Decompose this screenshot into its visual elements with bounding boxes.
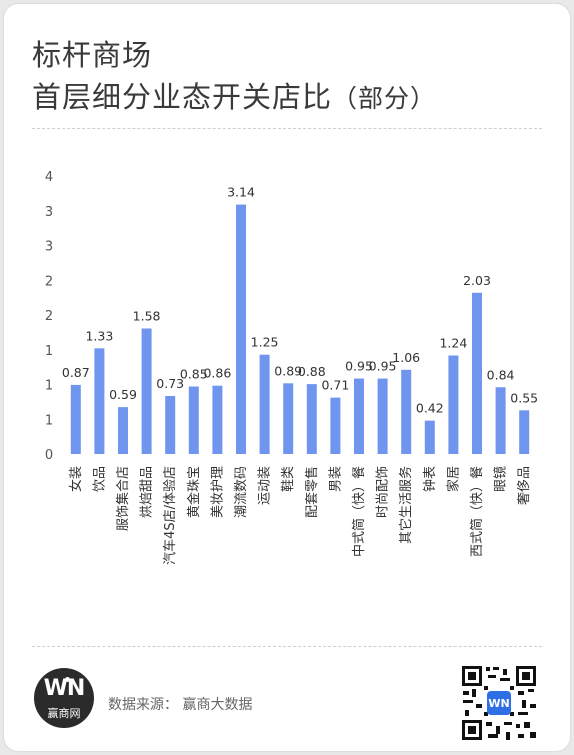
bar	[283, 383, 294, 454]
top-divider	[32, 128, 542, 129]
bar	[306, 384, 317, 454]
data-label: 0.86	[203, 366, 231, 381]
category-label: 运动装	[258, 466, 273, 505]
category-label: 时尚配饰	[376, 466, 391, 518]
data-label: 0.71	[321, 378, 349, 393]
category-label: 奢侈品	[517, 466, 532, 505]
category-label: 美妆护理	[210, 466, 225, 518]
bar	[354, 378, 364, 454]
data-label: 0.89	[274, 363, 302, 378]
title-suffix: （部分）	[332, 84, 437, 113]
data-label: 0.95	[369, 359, 397, 374]
category-label: 黄金珠宝	[186, 466, 202, 518]
category-label: 钟表	[422, 466, 438, 492]
bar	[236, 204, 246, 454]
title-line-2: 首层细分业态开关店比（部分）	[32, 76, 436, 120]
bar	[401, 369, 412, 454]
bar	[165, 396, 176, 454]
bar-chart: 0 1 1 1 2 2 3 3 4 0.87 女装 1.33 饮品 0.59 服饰集合店 1.58 烘焙甜品 0.…	[45, 170, 538, 565]
bar	[188, 386, 199, 454]
bar	[94, 348, 105, 454]
bar	[495, 387, 506, 454]
category-label: 男装	[328, 466, 343, 492]
category-label: 女装	[68, 466, 84, 492]
data-label: 0.85	[180, 366, 208, 381]
y-tick-label: 1	[45, 379, 53, 394]
bar	[118, 407, 128, 454]
data-label: 0.87	[62, 365, 90, 380]
data-label: 1.58	[133, 309, 161, 324]
category-label: 鞋类	[280, 466, 296, 492]
bar	[330, 397, 341, 454]
category-label: 中式简（快）餐	[351, 466, 367, 557]
logo-name: 赢商网	[47, 707, 81, 720]
category-label: 眼镜	[494, 466, 509, 492]
data-label: 0.59	[109, 387, 137, 402]
y-tick-label: 2	[45, 274, 53, 289]
data-label: 3.14	[227, 185, 255, 200]
data-label: 0.55	[510, 390, 538, 405]
bar	[424, 420, 435, 454]
category-label: 服饰集合店	[115, 466, 131, 531]
data-label: 1.06	[392, 350, 420, 365]
qr-code-icon: WN	[460, 664, 538, 742]
winshang-logo: WN 赢商网	[34, 668, 94, 728]
y-tick-label: 0	[45, 448, 53, 463]
category-label: 潮流数码	[234, 466, 249, 518]
data-label: 0.84	[487, 367, 515, 382]
y-tick-label: 3	[45, 240, 53, 255]
chart-title: 标杆商场 首层细分业态开关店比（部分）	[32, 34, 436, 120]
data-source: 数据来源： 赢商大数据	[108, 697, 253, 713]
data-label: 2.03	[463, 273, 491, 288]
svg-text:WN: WN	[488, 697, 509, 710]
category-label: 烘焙甜品	[139, 466, 155, 518]
bar	[377, 378, 388, 454]
data-label: 0.73	[156, 376, 184, 391]
title-main: 首层细分业态开关店比	[32, 80, 333, 114]
data-label: 1.25	[251, 335, 279, 350]
logo-mark: WN	[43, 676, 86, 701]
bar	[448, 355, 459, 454]
y-tick-label: 1	[45, 413, 53, 428]
bar	[141, 328, 152, 454]
bar	[212, 385, 223, 454]
logo-dot	[65, 677, 70, 682]
y-tick-label: 3	[45, 205, 53, 220]
y-tick-label: 4	[45, 170, 53, 185]
category-label: 西式简（快）餐	[469, 466, 485, 557]
category-label: 家居	[445, 466, 461, 492]
title-line-1: 标杆商场	[32, 38, 153, 72]
data-label: 0.88	[298, 364, 326, 379]
data-label: 1.33	[85, 328, 113, 343]
bottom-divider	[32, 646, 542, 647]
data-label: 0.95	[345, 359, 373, 374]
category-label: 汽车4S店/体验店	[162, 466, 178, 565]
category-label: 配套零售	[304, 466, 320, 518]
data-label: 0.42	[416, 401, 444, 416]
card: 标杆商场 首层细分业态开关店比（部分） 0 1 1 1 2 2 3 3 4 0.87 女装 1.33 饮…	[4, 4, 570, 751]
bar	[472, 292, 482, 454]
bar	[519, 410, 530, 454]
category-label: 其它生活服务	[398, 466, 414, 544]
data-label: 1.24	[439, 336, 467, 351]
bar	[259, 354, 270, 454]
y-tick-label: 1	[45, 344, 53, 359]
category-label: 饮品	[92, 466, 107, 492]
bar	[70, 384, 81, 454]
y-tick-label: 2	[45, 309, 53, 324]
